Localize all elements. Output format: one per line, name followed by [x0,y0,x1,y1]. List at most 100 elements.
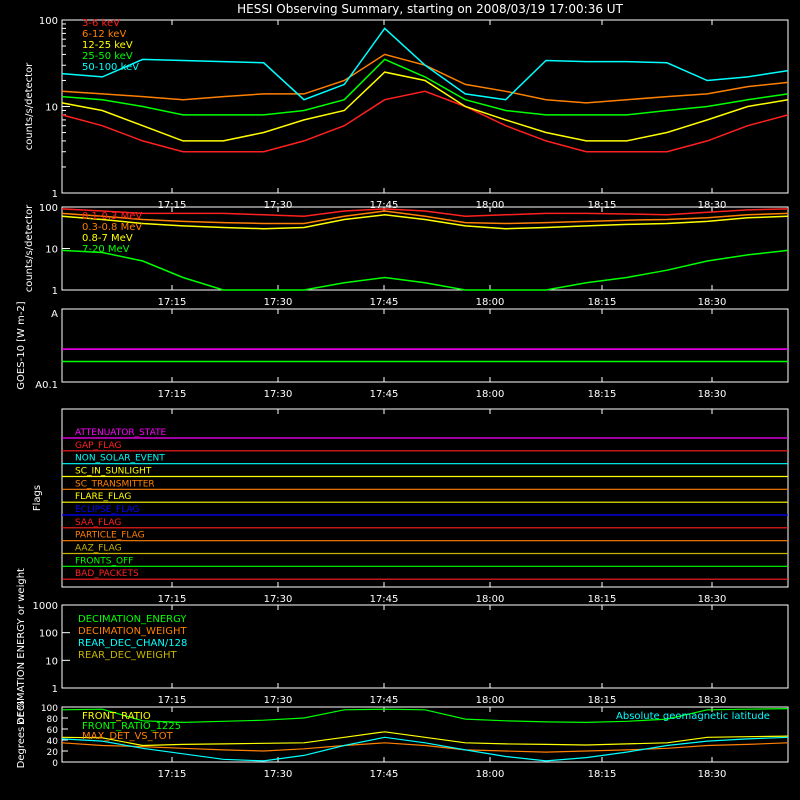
flag-label-4: SC_TRANSMITTER [75,479,155,489]
highE-xtick-label: 17:30 [264,297,293,308]
ratio-series-line-3 [61,736,789,762]
goes-xtick-label: 18:00 [476,389,505,400]
ratio-series-line-2 [61,742,789,753]
lowE-series-line-2 [61,71,789,142]
ratio-xtick-label: 17:30 [264,769,293,780]
highE-ylabel: counts/s/detector [24,204,35,292]
lowE-xtick-label: 18:00 [476,200,505,211]
ratio-ytick-label: 20 [47,748,59,758]
flag-label-0: ATTENUATOR_STATE [75,428,167,438]
ratio-ytick-label: 60 [47,726,59,736]
highE-xtick-label: 18:15 [588,297,617,308]
highE-xtick-label: 17:15 [158,297,187,308]
lowE-xtick-label: 17:45 [370,200,399,211]
flag-label-9: AAZ_FLAG [75,544,122,554]
ratio-ytick-label: 0 [52,759,58,769]
lowE-legend-0: 3-6 keV [82,18,120,29]
ratio-legend-2: MAX_DET_VS_TOT [82,731,174,742]
lowE-legend-1: 6-12 keV [82,29,126,40]
flag-label-3: SC_IN_SUNLIGHT [75,467,152,477]
highE-xtick-label: 18:30 [698,297,727,308]
goes-ylabel: GOES-10 [W m-2] [16,301,27,389]
highE-xtick-label: 18:00 [476,297,505,308]
lowE-frame [61,19,789,194]
goes-xtick-label: 18:15 [588,389,617,400]
ratio-ytick-label: 100 [41,704,58,714]
decim-ytick-label: 1000 [33,601,58,612]
flag-label-10: FRONTS_OFF [75,556,133,566]
flags-xtick-label: 17:45 [370,594,399,605]
lowE-legend-3: 25-50 keV [82,51,133,62]
goes-ytick-label: A0.1 [35,380,58,391]
flag-label-11: BAD_PACKETS [75,569,139,579]
decim-xtick-label: 17:45 [370,695,399,706]
decim-ylabel: DECIMATION ENERGY or weight [16,568,27,725]
flag-label-1: GAP_FLAG [75,441,121,451]
highE-series-line-3 [61,249,789,291]
ratio-series-line-0 [61,731,789,747]
highE-ytick-label: 100 [39,203,58,214]
lowE-xtick-label: 18:15 [588,200,617,211]
decim-xtick-label: 17:15 [158,695,187,706]
lowE-series-line-4 [61,27,789,101]
lowE-legend-2: 12-25 keV [82,40,133,51]
highE-series-line-0 [61,208,789,217]
lowE-series-line-3 [61,58,789,116]
goes-frame [61,308,789,383]
ratio-frame [61,706,789,763]
ratio-xtick-label: 17:45 [370,769,399,780]
ratio-ytick-label: 80 [47,715,59,725]
lowE-xtick-label: 17:30 [264,200,293,211]
goes-xtick-label: 17:15 [158,389,187,400]
lowE-legend-4: 50-100 keV [82,62,139,73]
lowE-series-line-1 [61,53,789,104]
flags-xtick-label: 17:30 [264,594,293,605]
decim-frame [61,604,789,689]
ratio-legend-0: FRONT_RATIO [82,711,151,722]
lowE-ylabel: counts/s/detector [24,62,35,150]
flag-label-7: SAA_FLAG [75,518,121,528]
decim-xtick-label: 18:30 [698,695,727,706]
decim-ytick-label: 100 [39,629,58,640]
flag-label-5: FLARE_FLAG [75,492,131,502]
ratio-legend-1: FRONT_RATIO_1225 [82,721,181,732]
decim-xtick-label: 17:30 [264,695,293,706]
decim-xtick-label: 18:00 [476,695,505,706]
ratio-ylabel: Degrees or % [16,701,27,769]
flags-frame [61,408,789,588]
decim-legend-2: REAR_DEC_CHAN/128 [78,638,187,649]
flag-label-8: PARTICLE_FLAG [75,531,145,541]
decim-xtick-label: 18:15 [588,695,617,706]
lowE-ytick-label: 10 [45,103,58,114]
ratio-ytick-label: 40 [47,737,59,747]
lowE-series-line-0 [61,90,789,153]
chart-title: HESSI Observing Summary, starting on 200… [237,2,623,16]
highE-xtick-label: 17:45 [370,297,399,308]
ratio-xtick-label: 18:00 [476,769,505,780]
lowE-ytick-label: 1 [52,189,58,200]
highE-series-line-1 [61,210,789,225]
decim-legend-0: DECIMATION_ENERGY [78,614,187,625]
highE-legend-2: 0.8-7 MeV [82,233,133,244]
highE-ytick-label: 10 [45,245,58,256]
flags-xtick-label: 18:15 [588,594,617,605]
lowE-xtick-label: 17:15 [158,200,187,211]
highE-legend-3: 7-20 MeV [82,244,130,255]
highE-ytick-label: 1 [52,286,58,297]
ratio-series-line-1 [61,708,789,724]
lowE-ytick-label: 100 [39,16,58,27]
ratio-xtick-label: 17:15 [158,769,187,780]
highE-legend-0: 0.1-0.3 MeV [82,211,142,222]
decim-ytick-label: 10 [45,656,58,667]
decim-legend-3: REAR_DEC_WEIGHT [78,650,177,661]
goes-xtick-label: 17:45 [370,389,399,400]
flags-ylabel: Flags [32,485,43,511]
highE-legend-1: 0.3-0.8 MeV [82,222,142,233]
goes-xtick-label: 17:30 [264,389,293,400]
ratio-annotation: Absolute geomagnetic latitude [616,711,770,722]
highE-series-line-2 [61,214,789,230]
flag-label-6: ECLIPSE_FLAG [75,505,139,515]
ratio-xtick-label: 18:30 [698,769,727,780]
decim-legend-1: DECIMATION_WEIGHT [78,626,187,637]
